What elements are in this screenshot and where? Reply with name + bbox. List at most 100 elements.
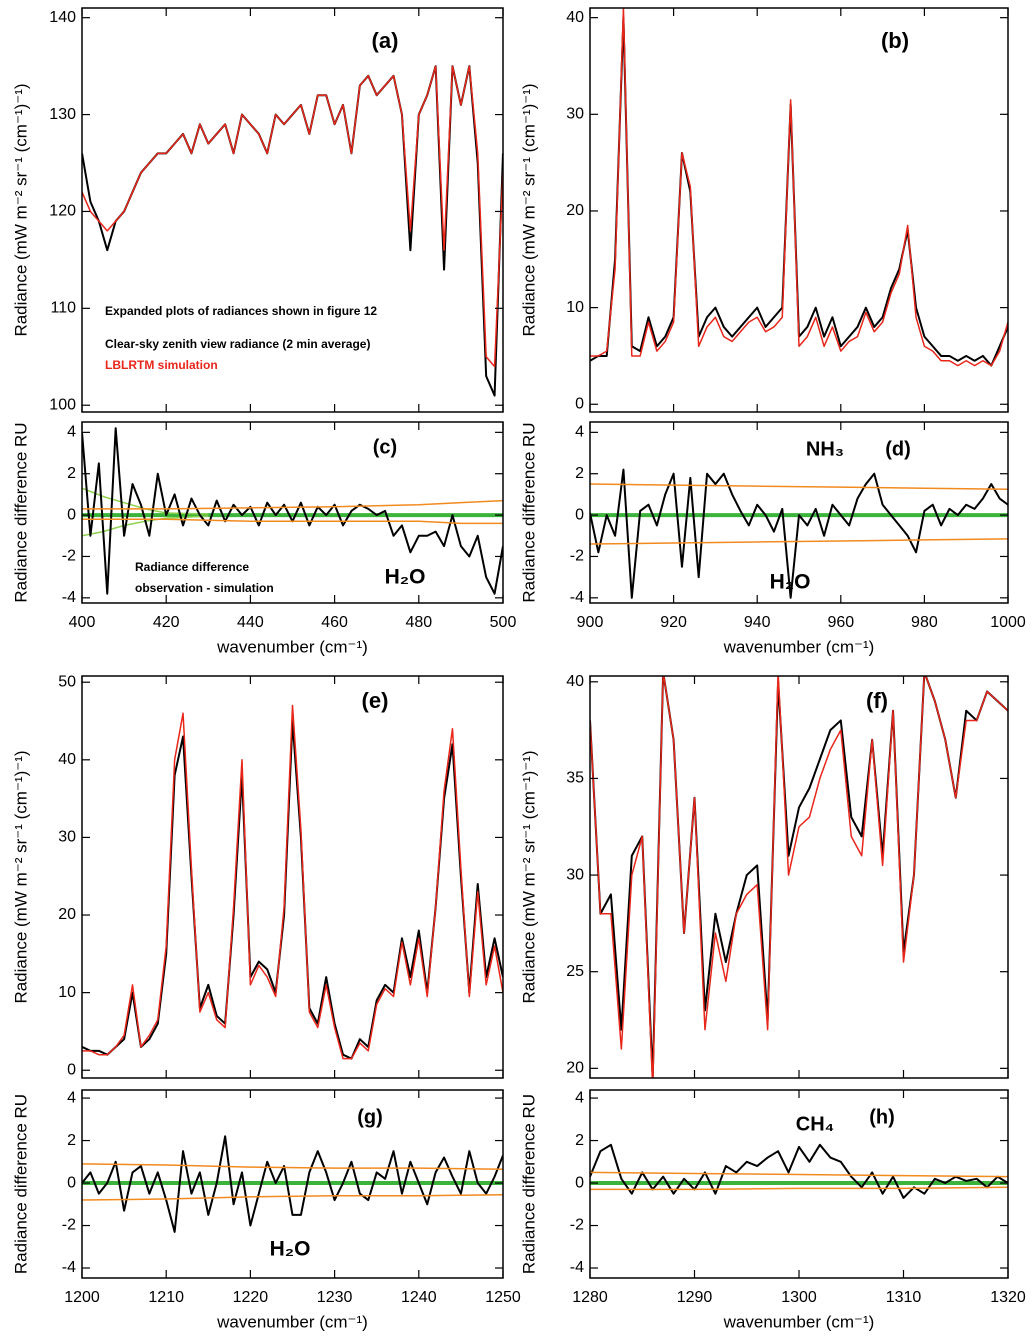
annotation: H₂O (270, 1238, 311, 1261)
x-tick-label: 920 (660, 614, 687, 631)
x-tick-label: 1300 (781, 1289, 817, 1306)
x-tick-label: 480 (405, 614, 432, 631)
x-axis-label: wavenumber (cm⁻¹) (216, 637, 368, 656)
plot-area (590, 8, 1008, 367)
plot-frame (81, 7, 504, 413)
y-tick-label: 0 (575, 395, 584, 412)
annotation: (d) (885, 438, 911, 460)
panel: -4 -2 0 2 4 900 920 940 960 980 1000 wavenumber (cm… (519, 421, 1026, 656)
x-tick-label: 1240 (401, 1289, 437, 1306)
plot-area (590, 468, 1008, 599)
annotation: H₂O (770, 571, 811, 594)
annotation: (f) (866, 688, 888, 713)
plot-area (82, 427, 503, 595)
y-tick-label: 20 (566, 202, 584, 219)
panel: 0 10 20 30 40 50 Radiance (mW m⁻² sr⁻¹ (cm⁻¹)⁻… (11, 673, 504, 1079)
y-tick-label: 40 (566, 673, 584, 690)
annotation: (b) (881, 28, 909, 53)
y-tick-label: 0 (67, 506, 76, 523)
x-tick-label: 1000 (990, 614, 1026, 631)
x-tick-label: 1220 (233, 1289, 269, 1306)
y-tick-label: 20 (566, 1060, 584, 1077)
annotation: observation - simulation (135, 581, 274, 595)
y-tick-label: -4 (570, 1259, 584, 1276)
series-line (82, 487, 209, 515)
annotation: Expanded plots of radiances shown in fig… (105, 304, 377, 318)
y-tick-label: -4 (570, 589, 584, 606)
legend-entry: LBLRTM simulation (105, 358, 218, 372)
plot-area (590, 676, 1008, 1078)
y-tick-label: 110 (50, 300, 76, 317)
x-tick-label: 1320 (990, 1289, 1026, 1306)
y-axis-label: Radiance difference RU (11, 1094, 30, 1274)
series-line (590, 538, 1008, 545)
x-axis-label: wavenumber (cm⁻¹) (216, 1312, 368, 1331)
y-tick-label: 50 (58, 673, 76, 690)
plot-frame (81, 1089, 504, 1279)
series-line (82, 1163, 503, 1170)
y-axis-label: Radiance difference RU (519, 1094, 538, 1274)
plot-area (590, 1143, 1008, 1199)
x-tick-label: 1280 (572, 1289, 608, 1306)
annotation: Radiance difference (135, 560, 249, 574)
y-tick-label: 10 (58, 984, 76, 1001)
x-tick-label: 1250 (485, 1289, 521, 1306)
panel: Clear-sky zenith view radiance (2 min av… (11, 7, 504, 413)
x-tick-label: 440 (237, 614, 264, 631)
y-tick-label: 0 (575, 1174, 584, 1191)
x-tick-label: 1210 (148, 1289, 184, 1306)
y-tick-label: -2 (570, 1217, 584, 1234)
x-tick-label: 1290 (677, 1289, 713, 1306)
x-tick-label: 940 (744, 614, 771, 631)
y-tick-label: 0 (67, 1061, 76, 1078)
series-line (82, 1135, 503, 1233)
annotation: CH₄ (796, 1113, 834, 1135)
x-tick-label: 420 (153, 614, 180, 631)
y-tick-label: 35 (566, 770, 584, 787)
series-line (590, 16, 1008, 367)
x-tick-label: 960 (827, 614, 854, 631)
panel: -4 -2 0 2 4 400 420 440 460 480 500 wavenumber (cm⁻… (11, 421, 517, 656)
y-tick-label: 40 (566, 9, 584, 26)
y-tick-label: 130 (49, 106, 76, 123)
x-tick-label: 900 (577, 614, 604, 631)
panel: 20 25 30 35 40 Radiance (mW m⁻² sr⁻¹ (cm⁻¹)⁻¹… (519, 673, 1009, 1079)
y-tick-label: 4 (575, 1089, 584, 1106)
y-axis-label: Radiance (mW m⁻² sr⁻¹ (cm⁻¹)⁻¹) (11, 750, 30, 1003)
series-line (590, 676, 1008, 1078)
panel: -4 -2 0 2 4 1280 1290 1300 1310 1320 wavenumber (c… (519, 1089, 1026, 1331)
x-tick-label: 1200 (64, 1289, 100, 1306)
y-tick-label: 30 (566, 866, 584, 883)
y-axis-label: Radiance difference RU (11, 422, 30, 602)
y-tick-label: 4 (67, 1089, 76, 1106)
series-line (82, 515, 209, 537)
plot-frame (81, 421, 504, 604)
x-tick-label: 500 (490, 614, 517, 631)
y-tick-label: 0 (575, 506, 584, 523)
legend-entry: Clear-sky zenith view radiance (2 min av… (105, 337, 370, 351)
y-axis-label: Radiance (mW m⁻² sr⁻¹ (cm⁻¹)⁻¹) (519, 83, 538, 336)
series-line (590, 468, 1008, 599)
plot-area (82, 1135, 503, 1233)
y-tick-label: 2 (67, 1132, 76, 1149)
panel: 0 10 20 30 40 Radiance (mW m⁻² sr⁻¹ (cm⁻¹)⁻¹)… (519, 7, 1009, 413)
x-tick-label: 1230 (317, 1289, 353, 1306)
series-line (82, 1193, 503, 1201)
x-tick-label: 460 (321, 614, 348, 631)
y-tick-label: 25 (566, 963, 584, 980)
annotation: (e) (362, 688, 389, 713)
plot-area (82, 65, 503, 397)
plot-frame (589, 7, 1009, 413)
series-line (590, 1171, 1008, 1178)
y-tick-label: 2 (67, 465, 76, 482)
y-tick-label: 30 (566, 106, 584, 123)
x-tick-label: 1310 (886, 1289, 922, 1306)
plot-frame (81, 675, 504, 1079)
panel: -4 -2 0 2 4 1200 1210 1220 1230 1240 1250 wavenumbe… (11, 1089, 521, 1331)
x-tick-label: 400 (69, 614, 96, 631)
x-tick-label: 980 (911, 614, 938, 631)
series-line (82, 704, 503, 1060)
y-tick-label: 100 (49, 396, 76, 413)
y-tick-label: -2 (62, 548, 76, 565)
